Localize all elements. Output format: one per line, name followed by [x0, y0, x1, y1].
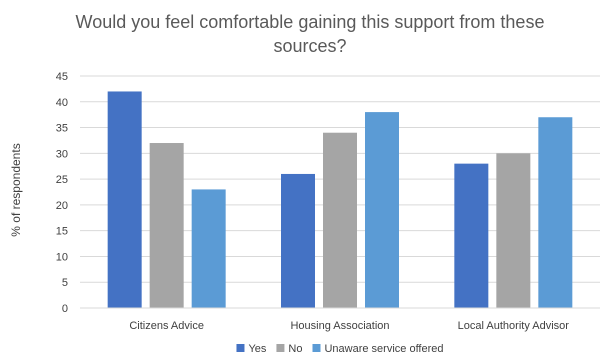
legend-swatch [312, 344, 321, 352]
x-category-label: Housing Association [290, 320, 389, 332]
bar-no-citizens-advice [149, 143, 184, 308]
y-tick-label: 0 [62, 303, 68, 315]
legend-label: Unaware service offered [324, 343, 443, 355]
y-axis-ticks: 0 5 10 15 20 25 30 35 40 45 [56, 71, 68, 315]
y-tick-label: 5 [62, 277, 68, 289]
bar-no-housing-association [323, 132, 357, 308]
y-tick-label: 10 [56, 251, 68, 263]
x-axis-categories: Citizens Advice Housing Association Local … [129, 320, 569, 332]
bar-yes-housing-association [281, 173, 315, 308]
x-category-label: Citizens Advice [129, 320, 204, 332]
chart-title: Would you feel comfortable gaining this … [76, 12, 545, 56]
y-tick-label: 40 [56, 97, 68, 109]
chart-title-line-2: sources? [273, 36, 346, 56]
chart-title-line-1: Would you feel comfortable gaining this … [76, 12, 545, 32]
legend-swatch [236, 344, 245, 352]
legend: Yes No Unaware service offered [236, 343, 444, 355]
bar-yes-local-authority-advisor [454, 163, 489, 308]
y-tick-label: 20 [56, 200, 68, 212]
y-tick-label: 25 [56, 174, 68, 186]
bar-unaware-service-offered-local-authority-advisor [538, 117, 573, 308]
bar-yes-citizens-advice [107, 91, 142, 308]
legend-label: No [288, 343, 302, 355]
bars [107, 91, 573, 308]
y-tick-label: 45 [56, 71, 68, 83]
x-category-label: Local Authority Advisor [458, 320, 570, 332]
y-tick-label: 30 [56, 148, 68, 160]
bar-unaware-service-offered-housing-association [365, 112, 399, 308]
legend-swatch [276, 344, 285, 352]
legend-label: Yes [248, 343, 266, 355]
y-tick-label: 15 [56, 226, 68, 238]
bar-no-local-authority-advisor [496, 153, 531, 308]
bar-unaware-service-offered-citizens-advice [191, 189, 226, 308]
y-tick-label: 35 [56, 123, 68, 135]
y-axis-label: % of respondents [9, 143, 23, 236]
